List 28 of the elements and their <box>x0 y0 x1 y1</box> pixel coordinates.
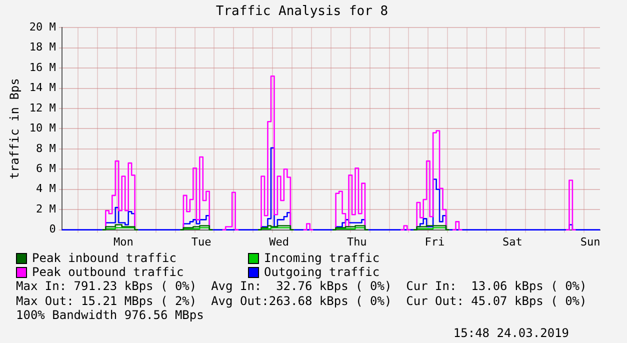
x-tick-label: Sun <box>580 235 600 248</box>
y-tick-label: 0 <box>49 222 56 236</box>
x-tick-label: Fri <box>424 235 445 248</box>
text: 100% Bandwidth 976.56 MBps <box>16 308 205 322</box>
y-tick-label: 14 M <box>29 81 56 94</box>
x-tick-label: Thu <box>346 235 367 248</box>
y-axis-title: traffic in Bps <box>7 78 22 180</box>
y-tick-label: 18 M <box>29 40 56 54</box>
y-tick-label: 12 M <box>29 101 56 114</box>
legend-label: Peak inbound traffic <box>32 251 176 265</box>
y-tick-label: 8 M <box>36 142 56 155</box>
y-tick-label: 2 M <box>36 202 56 216</box>
x-tick-label: Tue <box>191 235 212 248</box>
text: 15:48 24.03.2019 <box>452 326 569 340</box>
text: Max Out: 15.21 MBps ( 2%) Avg Out:263.68 kBps ( 0%) Cur Out: 45.07 kBps ( 0%) <box>16 294 587 308</box>
legend-label: Incoming traffic <box>264 251 380 265</box>
text: Max In: 791.23 kBps ( 0%) Avg In: 32.76 kBps ( 0%) Cur In: 13.06 kBps ( 0%) <box>16 279 587 294</box>
x-tick-label: Sat <box>502 235 522 248</box>
y-tick-label: 4 M <box>36 182 56 196</box>
y-tick-label: 16 M <box>29 60 56 74</box>
chart-title: Traffic Analysis for 8 <box>216 4 388 20</box>
legend-label: Peak outbound traffic <box>32 265 184 279</box>
legend-label: Outgoing traffic <box>264 265 380 279</box>
y-tick-label: 20 M <box>29 20 56 34</box>
y-tick-label: 6 M <box>36 162 56 175</box>
x-tick-label: Mon <box>114 235 134 248</box>
y-tick-label: 10 M <box>29 122 56 135</box>
x-tick-label: Wed <box>269 235 290 248</box>
